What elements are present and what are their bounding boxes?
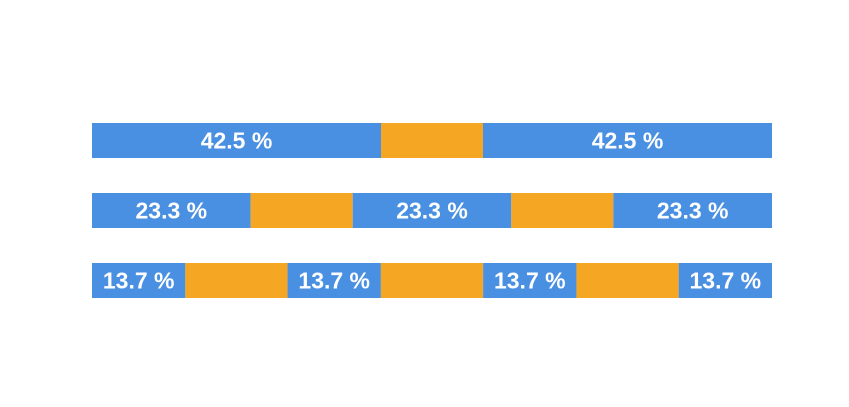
bar-3-segment-5-label: 13.7 % (494, 268, 566, 294)
bar-3-segment-5 (483, 263, 577, 298)
bars-layer (92, 123, 772, 298)
bar-3-segment-7 (678, 263, 772, 298)
bar-3 (92, 263, 772, 298)
bar-1-segment-3 (483, 123, 772, 158)
bar-3-segment-3 (287, 263, 381, 298)
bar-1-segment-1-label: 42.5 % (201, 128, 273, 154)
bar-3-segment-4 (380, 263, 484, 298)
bar-2-segment-1 (92, 193, 251, 228)
bar-3-segment-6 (576, 263, 679, 298)
labels-layer: 42.5 % 42.5 % 23.3 % 23.3 % 23.3 % 13.7 % 13.7… (103, 128, 761, 294)
bar-2-segment-3 (352, 193, 512, 228)
bar-2 (92, 193, 772, 228)
bar-1 (92, 123, 772, 158)
bar-3-segment-2 (185, 263, 288, 298)
bar-2-segment-2 (250, 193, 353, 228)
bar-1-segment-2 (381, 123, 483, 158)
bar-2-segment-4 (511, 193, 614, 228)
bar-2-segment-3-label: 23.3 % (396, 198, 468, 224)
bar-3-segment-3-label: 13.7 % (298, 268, 370, 294)
bar-1-segment-1 (92, 123, 381, 158)
bar-2-segment-1-label: 23.3 % (135, 198, 207, 224)
bar-3-segment-1 (92, 263, 186, 298)
bar-2-segment-5-label: 23.3 % (657, 198, 729, 224)
bar-3-segment-7-label: 13.7 % (690, 268, 762, 294)
bar-3-segment-1-label: 13.7 % (103, 268, 175, 294)
bar-2-segment-5 (613, 193, 772, 228)
bar-1-segment-3-label: 42.5 % (592, 128, 664, 154)
